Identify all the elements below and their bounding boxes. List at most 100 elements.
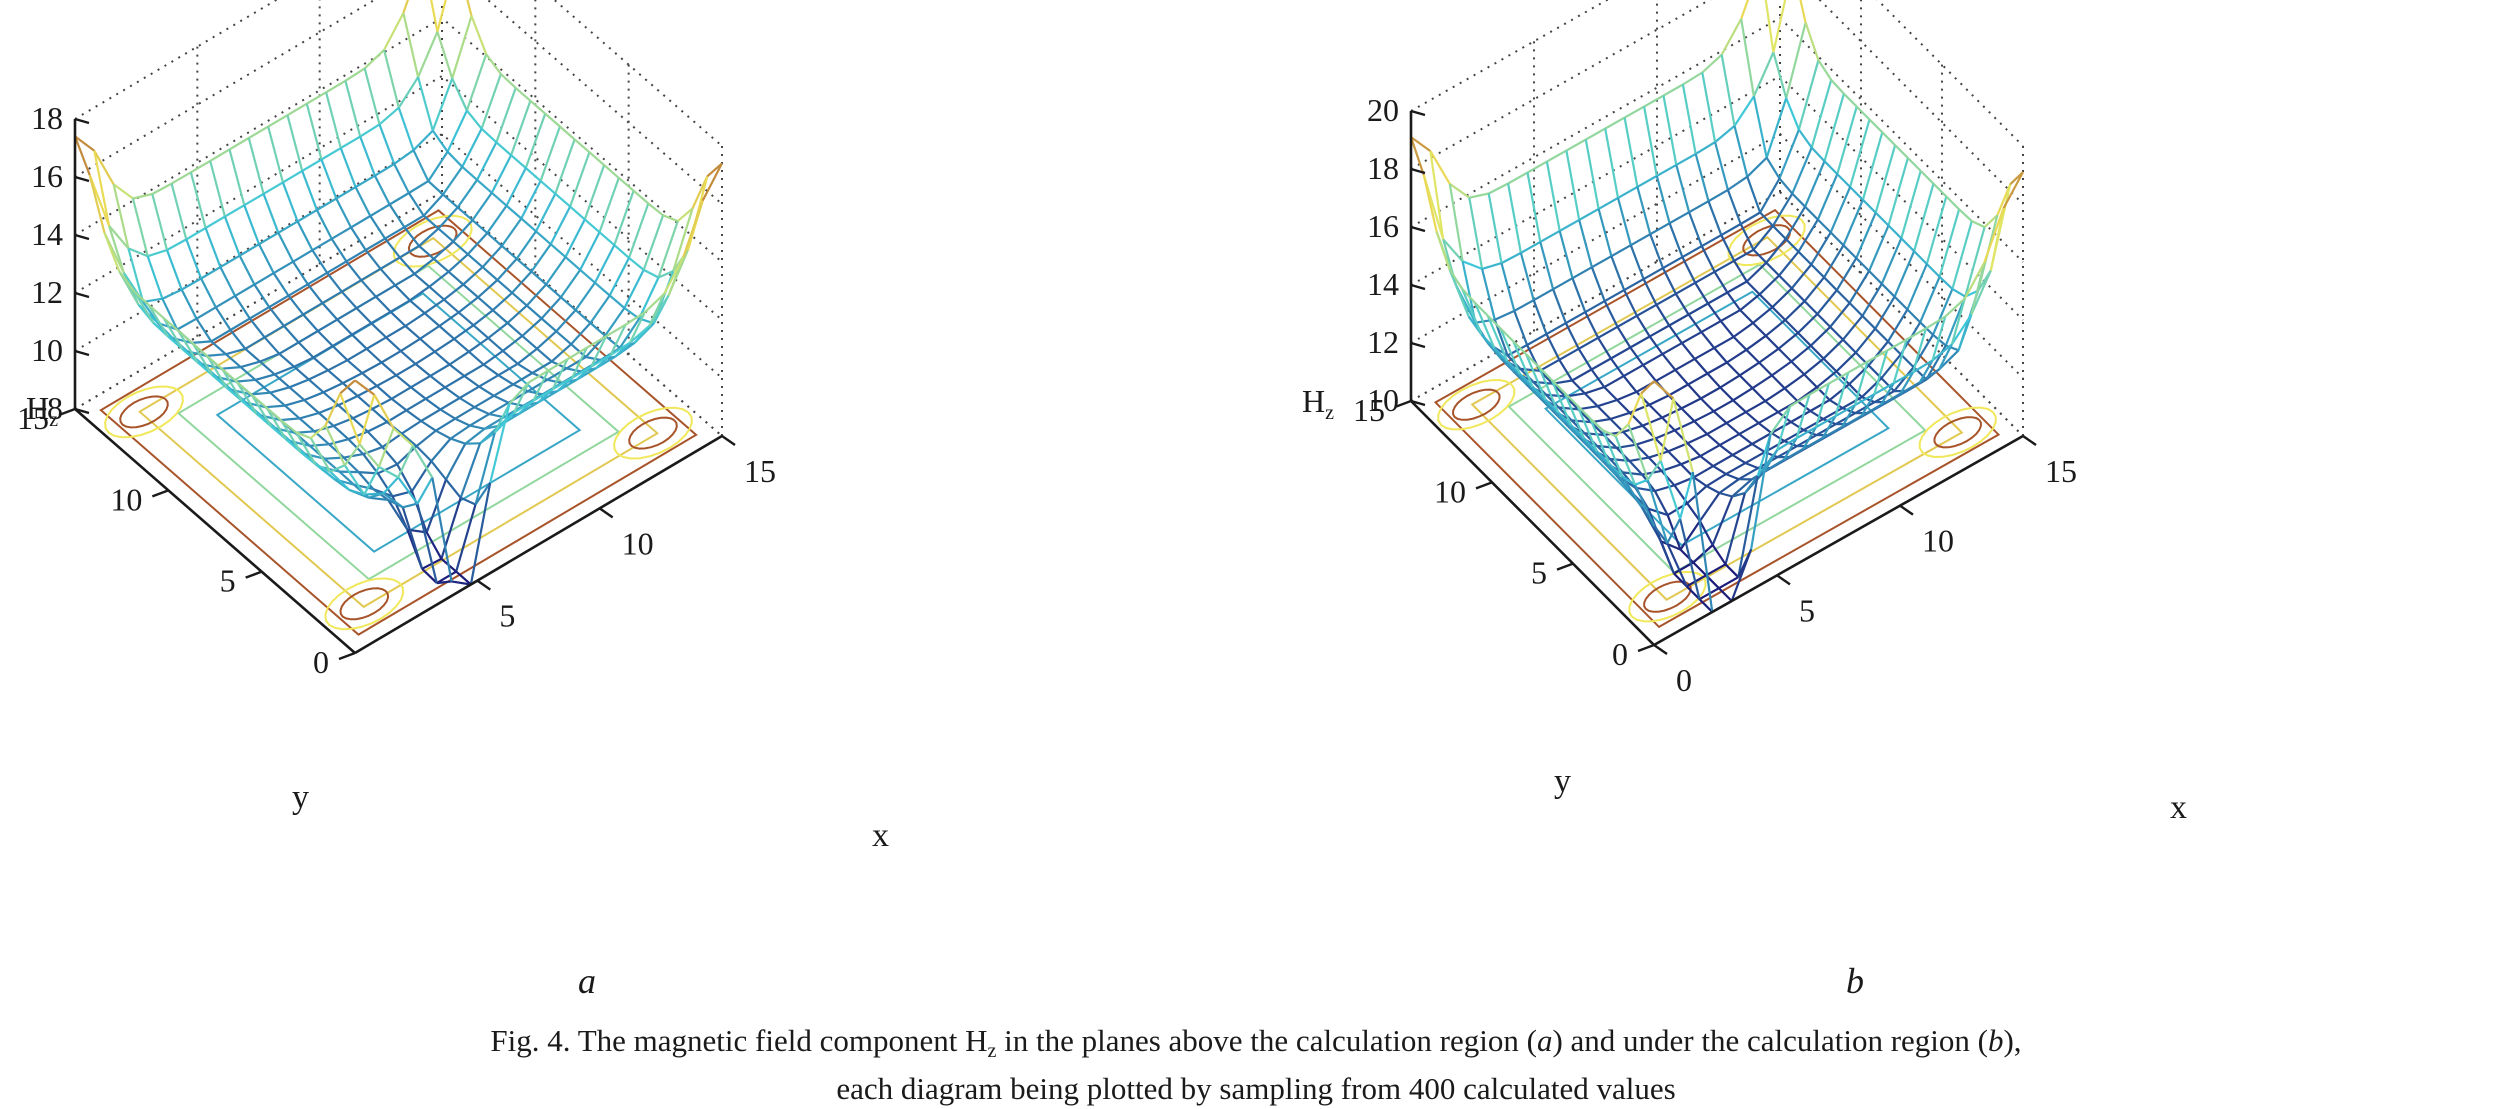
mesh-segment: [290, 387, 305, 400]
mesh-segment: [1676, 154, 1695, 165]
mesh-segment: [467, 54, 486, 110]
x-tick-label: 15: [744, 453, 776, 489]
mesh-segment: [336, 187, 355, 199]
mesh-segment: [486, 54, 501, 74]
mesh-segment: [327, 273, 342, 292]
z-tick-label: 20: [1367, 92, 1399, 128]
x-tick: [2023, 436, 2036, 445]
mesh-segment: [303, 303, 322, 314]
mesh-segment: [478, 297, 493, 310]
x-tick: [1900, 506, 1913, 515]
mesh-segment: [274, 262, 293, 273]
mesh-segment: [2004, 172, 2023, 208]
mesh-segment: [341, 137, 360, 149]
mesh-segment: [371, 312, 390, 323]
mesh-segment: [1713, 455, 1732, 466]
mesh-segment: [1793, 0, 1806, 23]
mesh-segment: [357, 308, 372, 323]
mesh-segment: [1843, 316, 1862, 340]
mesh-segment: [1547, 334, 1560, 360]
mesh-segment: [1682, 257, 1695, 283]
mesh-segment: [464, 376, 479, 387]
mesh-segment: [1746, 401, 1765, 412]
mesh-segment: [1850, 120, 1869, 188]
mesh-segment: [1617, 392, 1636, 400]
mesh-segment: [1430, 151, 1443, 239]
mesh-segment: [1611, 359, 1624, 377]
mesh-segment: [595, 283, 610, 296]
mesh-segment: [1644, 107, 1657, 176]
mesh-segment: [1728, 190, 1741, 224]
mesh-segment: [182, 290, 197, 319]
mesh-segment: [477, 180, 492, 193]
mesh-segment: [440, 398, 459, 410]
mesh-segment: [365, 50, 384, 69]
mesh-segment: [1831, 187, 1850, 232]
mesh-segment: [1689, 212, 1702, 246]
z-gridline: [75, 192, 722, 436]
mesh-segment: [1785, 388, 1798, 401]
contour-line: [140, 238, 658, 607]
mesh-segment: [1720, 445, 1733, 455]
mesh-segment: [457, 0, 472, 16]
mesh-segment: [531, 272, 546, 285]
mesh-segment: [1514, 311, 1527, 345]
mesh-segment: [1701, 321, 1720, 332]
mesh-segment: [1482, 263, 1501, 269]
mesh-segment: [201, 267, 220, 278]
mesh-segment: [614, 245, 629, 258]
mesh-segment: [197, 319, 212, 342]
mesh-segment: [341, 148, 356, 187]
z-tick: [75, 177, 89, 181]
mesh-segment: [576, 310, 591, 323]
y-tick-label: 5: [220, 563, 236, 599]
mesh-segment: [191, 161, 210, 172]
mesh-segment: [406, 410, 421, 421]
mesh-segment: [1791, 411, 1810, 422]
mesh-segment: [405, 326, 420, 339]
mesh-segment: [1799, 130, 1812, 148]
mesh-segment: [336, 199, 351, 228]
mesh-segment: [458, 180, 477, 208]
mesh-segment: [192, 341, 211, 343]
y-tick: [1638, 645, 1654, 651]
mesh-segment: [542, 319, 557, 332]
mesh-segment: [1688, 443, 1701, 456]
mesh-segment: [1856, 329, 1875, 353]
x-tick: [477, 581, 490, 590]
mesh-segment: [1791, 346, 1810, 362]
mesh-segment: [1895, 297, 1908, 310]
mesh-segment: [473, 193, 492, 220]
mesh-segment: [1767, 98, 1787, 158]
mesh-segment: [1547, 323, 1566, 334]
mesh-segment: [1727, 412, 1746, 423]
mesh-segment: [1719, 479, 1738, 493]
mesh-segment: [381, 257, 400, 268]
mesh-segment: [1592, 359, 1611, 370]
mesh-segment: [1631, 234, 1650, 245]
mesh-segment: [426, 399, 441, 410]
mesh-segment: [1818, 220, 1831, 233]
mesh-segment: [221, 367, 240, 369]
mesh-segment: [1702, 235, 1722, 246]
mesh-segment: [451, 426, 470, 439]
z-tick: [1411, 111, 1425, 115]
mesh-segment: [313, 358, 328, 371]
mesh-segment: [300, 418, 315, 431]
mesh-segment: [294, 358, 313, 367]
mesh-segment: [1649, 396, 1668, 405]
mesh-segment: [439, 326, 454, 339]
mesh-segment: [347, 349, 366, 360]
mesh-segment: [1773, 52, 1786, 98]
mesh-segment: [377, 375, 396, 386]
mesh-segment: [555, 194, 570, 207]
mesh-segment: [450, 365, 465, 377]
mesh-segment: [279, 342, 298, 353]
mesh-segment: [249, 127, 268, 138]
mesh-segment: [1553, 289, 1566, 323]
mesh-segment: [266, 406, 285, 408]
mesh-segment: [586, 357, 601, 360]
mesh-segment: [1713, 466, 1726, 474]
mesh-segment: [1720, 434, 1740, 445]
mesh-segment: [411, 376, 430, 387]
